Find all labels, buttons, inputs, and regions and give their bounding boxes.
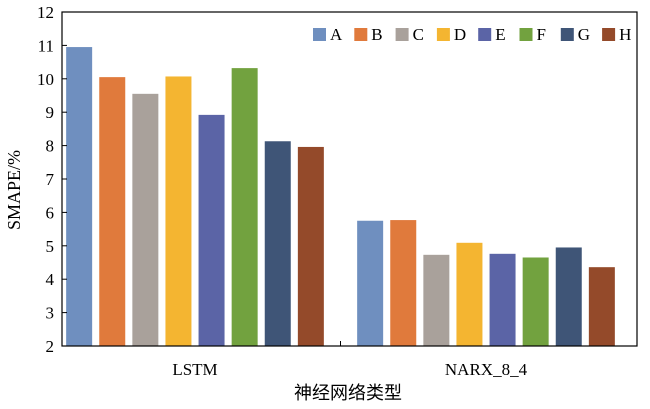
legend-label-E: E	[495, 25, 505, 44]
legend-label-H: H	[619, 25, 631, 44]
legend: A B C D E F G H	[313, 25, 631, 44]
y-tick-label: 11	[38, 36, 54, 55]
bar-H-narx_8_4	[588, 267, 615, 346]
bar-H-lstm	[297, 146, 324, 346]
bar-A-narx_8_4	[357, 220, 384, 346]
legend-label-A: A	[330, 25, 343, 44]
bar-F-narx_8_4	[522, 257, 549, 346]
legend-label-C: C	[413, 25, 424, 44]
legend-label-D: D	[454, 25, 466, 44]
bar-C-narx_8_4	[423, 254, 450, 346]
bars-group	[66, 47, 615, 346]
bar-B-lstm	[99, 77, 126, 346]
x-category-label: NARX_8_4	[445, 360, 528, 379]
x-category-label: LSTM	[172, 360, 217, 379]
x-axis-label: 神经网络类型	[294, 383, 402, 404]
y-tick-label: 12	[37, 3, 54, 22]
bar-D-lstm	[165, 76, 192, 346]
bar-A-lstm	[66, 47, 93, 346]
legend-label-G: G	[578, 25, 590, 44]
legend-label-B: B	[371, 25, 382, 44]
legend-swatch-G	[560, 28, 574, 41]
bar-D-narx_8_4	[456, 242, 483, 346]
y-tick-label: 3	[46, 304, 55, 323]
bar-B-narx_8_4	[390, 220, 417, 346]
legend-swatch-F	[519, 28, 533, 41]
bar-F-lstm	[231, 68, 258, 346]
y-tick-label: 9	[46, 103, 55, 122]
y-ticks-group: 2 3 4 5 6 7 8 9 10 11 12	[37, 3, 67, 356]
y-tick-label: 10	[37, 70, 54, 89]
legend-swatch-H	[602, 28, 616, 41]
legend-swatch-A	[313, 28, 326, 41]
bar-C-lstm	[132, 93, 159, 346]
x-categories-group: LSTM NARX_8_4	[172, 341, 528, 379]
legend-label-F: F	[537, 25, 546, 44]
y-tick-label: 5	[46, 237, 55, 256]
y-axis-label: SMAPE/%	[4, 150, 24, 230]
y-tick-label: 2	[46, 337, 55, 356]
bar-G-narx_8_4	[555, 247, 582, 346]
legend-swatch-B	[354, 28, 368, 41]
legend-swatch-C	[395, 28, 409, 41]
legend-swatch-D	[436, 28, 450, 41]
y-tick-label: 4	[46, 270, 55, 289]
bar-E-lstm	[198, 114, 225, 346]
bar-E-narx_8_4	[489, 253, 516, 346]
y-tick-label: 8	[46, 137, 55, 156]
y-tick-label: 7	[46, 170, 55, 189]
legend-swatch-E	[478, 28, 492, 41]
bar-G-lstm	[264, 141, 291, 346]
y-tick-label: 6	[46, 203, 55, 222]
